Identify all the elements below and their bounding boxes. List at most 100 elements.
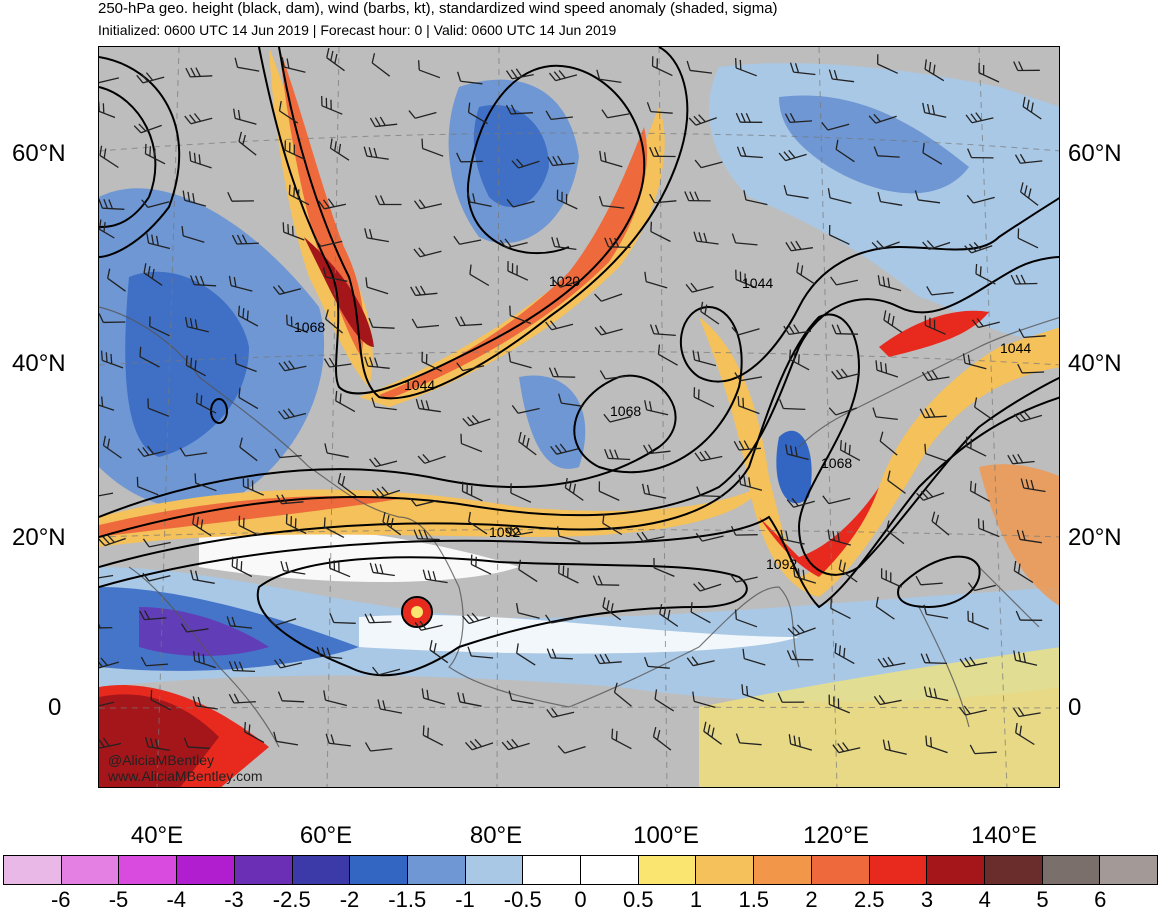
wind-barb xyxy=(594,293,623,302)
wind-barb xyxy=(371,53,391,77)
wind-barb xyxy=(182,190,207,207)
contour-label-4: 1044 xyxy=(742,275,774,291)
legend-swatch xyxy=(523,856,582,884)
wind-barb xyxy=(828,407,857,416)
wind-barb xyxy=(1014,153,1043,164)
wind-barb xyxy=(604,448,631,461)
wind-barb xyxy=(273,731,299,746)
wind-barb xyxy=(734,372,763,382)
wind-barb xyxy=(364,742,393,752)
wind-barb xyxy=(787,624,816,637)
wind-barb xyxy=(518,559,538,583)
wind-barb xyxy=(731,233,758,246)
wind-barb xyxy=(107,268,126,292)
legend-label: -2.5 xyxy=(272,887,311,912)
wind-barb xyxy=(651,56,673,77)
wind-barb xyxy=(179,447,208,457)
wind-barb xyxy=(501,738,530,751)
wind-barb xyxy=(505,68,534,80)
wind-barb xyxy=(228,275,253,292)
contour-label-3: 1068 xyxy=(294,319,326,335)
wind-barb xyxy=(828,694,850,714)
wind-barb xyxy=(965,436,987,457)
wind-barb xyxy=(557,745,586,754)
legend-label: -1.5 xyxy=(388,887,427,912)
legend-label: 2 xyxy=(805,887,818,912)
wind-barb xyxy=(277,408,307,420)
wind-barb xyxy=(1015,722,1035,746)
lon-label-120e: 120°E xyxy=(803,822,869,849)
wind-barb xyxy=(457,71,483,85)
wind-barb xyxy=(140,656,169,667)
wind-barb xyxy=(967,610,989,630)
wind-barb xyxy=(734,609,758,628)
wind-barb xyxy=(594,653,622,665)
wind-barb xyxy=(644,400,669,416)
wind-barb xyxy=(964,241,993,254)
wind-barb xyxy=(408,110,437,119)
wind-barb xyxy=(238,515,260,536)
wind-barb xyxy=(284,140,306,161)
legend-swatch xyxy=(638,856,697,884)
wind-barb xyxy=(102,435,122,459)
wind-barb xyxy=(877,191,903,206)
wind-barb xyxy=(1007,453,1035,465)
wind-barb xyxy=(323,517,345,538)
wind-barb xyxy=(690,602,711,624)
wind-barb xyxy=(694,159,723,169)
wind-barb xyxy=(875,596,895,620)
wind-barb xyxy=(596,69,622,84)
wind-barb xyxy=(462,414,491,427)
wind-barb xyxy=(324,443,349,458)
wind-barb xyxy=(99,492,114,498)
wind-barb xyxy=(882,739,907,755)
wind-barb xyxy=(99,618,113,629)
wind-barb xyxy=(467,102,488,125)
wind-barb xyxy=(421,688,445,705)
wind-barb xyxy=(499,238,528,249)
wind-barb xyxy=(796,262,816,285)
wind-barb xyxy=(277,691,305,703)
wind-barb xyxy=(693,387,715,408)
wind-barb xyxy=(659,604,679,627)
wind-barb xyxy=(99,198,125,210)
wind-barb xyxy=(779,399,806,411)
wind-barb xyxy=(516,643,536,666)
wind-barb xyxy=(879,431,898,456)
wind-barb xyxy=(830,598,851,619)
wind-barb xyxy=(923,604,949,619)
wind-barb xyxy=(686,656,715,667)
wind-barb xyxy=(545,110,573,121)
wind-barb xyxy=(821,121,850,131)
wind-barb xyxy=(694,450,723,462)
wind-barb xyxy=(417,60,441,79)
wind-barb xyxy=(877,54,898,74)
wind-barb xyxy=(971,318,1000,329)
wind-barb xyxy=(978,62,1000,83)
wind-barb xyxy=(834,642,855,665)
legend-label: 0.5 xyxy=(622,887,654,912)
wind-barb xyxy=(99,101,116,119)
wind-barb xyxy=(556,526,581,543)
wind-barb xyxy=(184,316,209,333)
wind-barb xyxy=(184,113,213,125)
wind-barb xyxy=(99,701,115,708)
wind-barb xyxy=(646,102,673,114)
legend-label: -6 xyxy=(50,887,71,912)
wind-barb xyxy=(228,661,256,673)
wind-barb xyxy=(644,271,668,289)
wind-barb xyxy=(777,692,805,703)
wind-barb xyxy=(505,525,533,537)
wind-barb xyxy=(147,398,170,417)
wind-barb xyxy=(1018,328,1046,339)
wind-barb xyxy=(877,275,902,292)
wind-barb xyxy=(967,148,994,159)
anomaly-shading xyxy=(99,47,1059,787)
wind-barb xyxy=(324,309,344,334)
lat-label-40n-right: 40°N xyxy=(1068,350,1122,377)
wind-barb xyxy=(644,656,670,669)
wind-barb xyxy=(190,569,215,584)
wind-barb xyxy=(789,349,810,371)
wind-barb xyxy=(871,240,900,251)
legend-swatch xyxy=(407,856,466,884)
